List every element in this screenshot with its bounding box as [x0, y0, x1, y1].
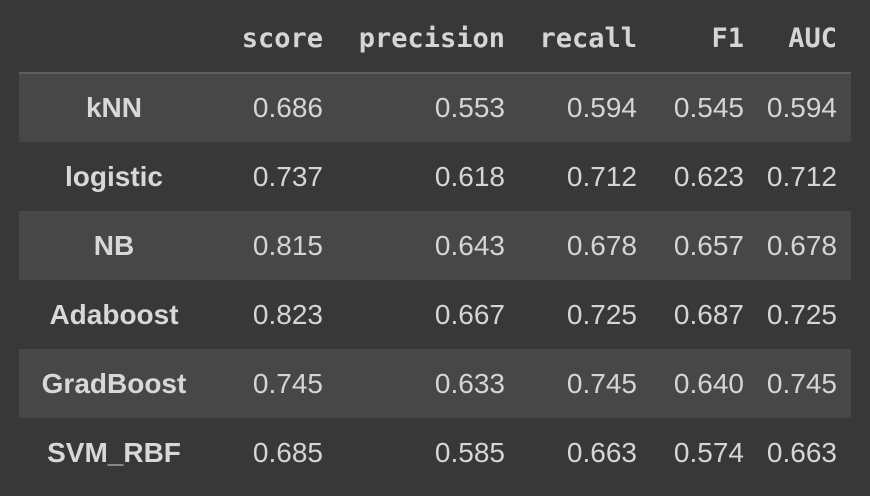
table-body: kNN 0.686 0.553 0.594 0.545 0.594 logist… [19, 73, 851, 487]
cell-precision: 0.585 [434, 436, 505, 468]
header-index-blank [19, 4, 209, 74]
row-label: Adaboost [49, 298, 179, 330]
cell-score: 0.685 [252, 436, 323, 468]
table-row: kNN 0.686 0.553 0.594 0.545 0.594 [19, 73, 851, 142]
header-precision: precision [337, 4, 519, 74]
cell-recall: 0.725 [566, 298, 637, 330]
cell-precision: 0.633 [434, 367, 505, 399]
header-row: score precision recall F1 AUC [19, 4, 851, 74]
cell-f1: 0.623 [673, 160, 744, 192]
cell-recall: 0.745 [566, 367, 637, 399]
cell-f1: 0.640 [673, 367, 744, 399]
cell-recall: 0.663 [566, 436, 637, 468]
cell-recall: 0.678 [566, 229, 637, 261]
cell-auc: 0.678 [766, 229, 837, 261]
table-row: logistic 0.737 0.618 0.712 0.623 0.712 [19, 142, 851, 211]
cell-score: 0.823 [252, 298, 323, 330]
table-row: Adaboost 0.823 0.667 0.725 0.687 0.725 [19, 280, 851, 349]
cell-f1: 0.574 [673, 436, 744, 468]
header-f1: F1 [651, 4, 758, 74]
table-row: NB 0.815 0.643 0.678 0.657 0.678 [19, 211, 851, 280]
cell-score: 0.737 [252, 160, 323, 192]
row-label: kNN [85, 92, 142, 123]
cell-precision: 0.643 [434, 229, 505, 261]
cell-score: 0.815 [252, 229, 323, 261]
cell-precision: 0.667 [434, 298, 505, 330]
cell-f1: 0.687 [673, 298, 744, 330]
header-auc: AUC [758, 4, 851, 74]
cell-score: 0.686 [252, 92, 323, 123]
table-row: SVM_RBF 0.685 0.585 0.663 0.574 0.663 [19, 418, 851, 487]
cell-f1: 0.545 [673, 92, 744, 123]
header-recall: recall [519, 4, 651, 74]
row-label: logistic [64, 160, 163, 192]
row-label: GradBoost [41, 367, 187, 399]
cell-auc: 0.594 [766, 92, 837, 123]
cell-auc: 0.663 [766, 436, 837, 468]
cell-auc: 0.712 [766, 160, 837, 192]
cell-recall: 0.594 [566, 92, 637, 123]
header-score: score [209, 4, 337, 74]
cell-recall: 0.712 [566, 160, 637, 192]
table-header: score precision recall F1 AUC [19, 4, 851, 74]
cell-auc: 0.745 [766, 367, 837, 399]
row-label: SVM_RBF [47, 436, 181, 468]
cell-score: 0.745 [252, 367, 323, 399]
cell-auc: 0.725 [766, 298, 837, 330]
cell-precision: 0.553 [434, 92, 505, 123]
cell-precision: 0.618 [434, 160, 505, 192]
table-row: GradBoost 0.745 0.633 0.745 0.640 0.745 [19, 349, 851, 418]
results-table: score precision recall F1 AUC kNN 0.686 … [19, 4, 851, 487]
cell-f1: 0.657 [673, 229, 744, 261]
row-label: NB [93, 229, 135, 261]
